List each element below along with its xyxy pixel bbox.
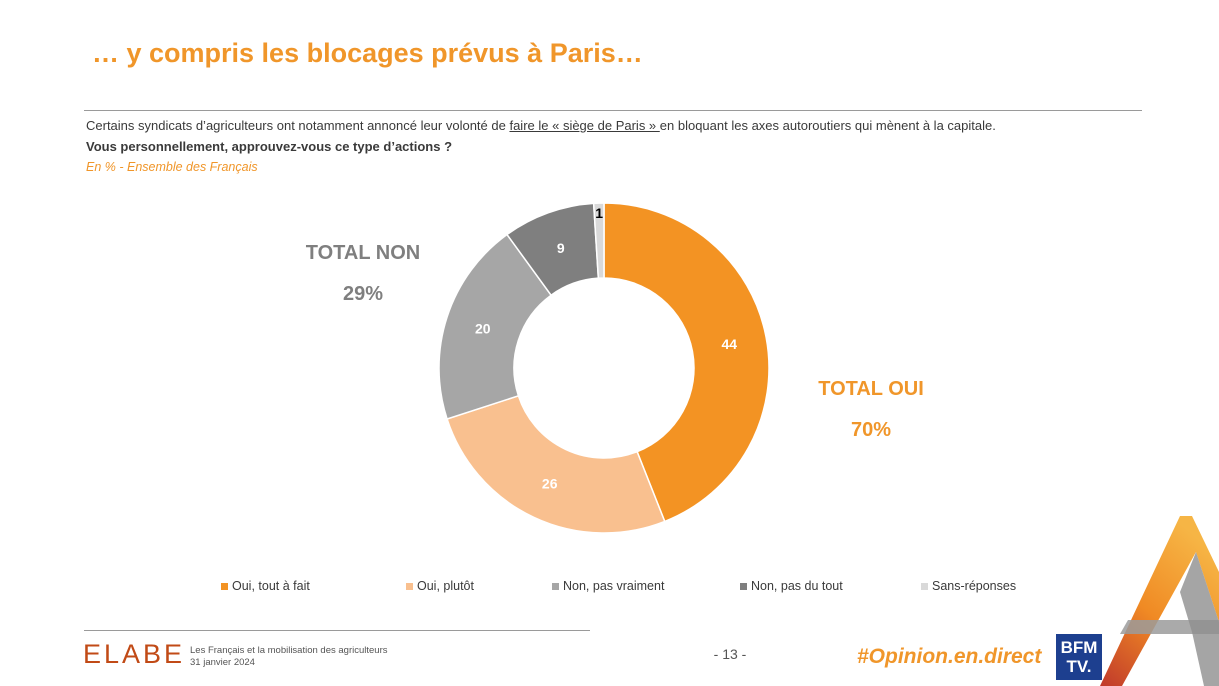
donut-label-1: 26 <box>542 475 558 491</box>
intro-after: en bloquant les axes autoroutiers qui mè… <box>659 118 996 133</box>
legend-label-0: Oui, tout à fait <box>232 579 310 593</box>
bfmtv-logo-line2: TV. <box>1066 657 1092 676</box>
total-oui-value: 70% <box>850 419 892 441</box>
donut-slice-2 <box>438 233 553 420</box>
legend-item-3: Non, pas du tout <box>740 579 843 593</box>
survey-question: Vous personnellement, approuvez-vous ce … <box>86 139 453 154</box>
sample-base: En % - Ensemble des Français <box>86 160 258 174</box>
top-divider <box>84 110 1142 111</box>
legend-label-3: Non, pas du tout <box>751 579 843 593</box>
legend-item-1: Oui, plutôt <box>406 579 474 593</box>
donut-label-0: 44 <box>721 336 737 352</box>
donut-slice-4 <box>592 202 605 279</box>
footer-divider <box>84 630 590 631</box>
legend-label-4: Sans-réponses <box>932 579 1017 593</box>
total-oui: TOTAL OUI 70% <box>796 378 946 442</box>
total-oui-label: TOTAL OUI <box>818 378 924 400</box>
legend-swatch-2 <box>552 582 559 590</box>
footer-study-title: Les Français et la mobilisation des agri… <box>190 645 388 656</box>
donut-slice-0 <box>603 202 770 523</box>
legend-swatch-3 <box>740 582 747 590</box>
legend-swatch-4 <box>921 582 928 590</box>
opinion-hashtag: #Opinion.en.direct <box>857 645 1042 668</box>
bfmtv-logo-line1: BFM <box>1060 638 1098 657</box>
intro-before: Certains syndicats d’agriculteurs ont no… <box>86 118 510 133</box>
total-non-value: 29% <box>342 283 384 305</box>
legend-swatch-1 <box>406 582 413 590</box>
intro-text: Certains syndicats d’agriculteurs ont no… <box>86 118 1146 133</box>
legend-item-2: Non, pas vraiment <box>552 579 664 593</box>
legend-label-2: Non, pas vraiment <box>563 579 665 593</box>
legend-item-0: Oui, tout à fait <box>221 579 310 593</box>
corner-decoration-icon <box>1100 516 1219 686</box>
page-title: … y compris les blocages prévus à Paris… <box>92 38 643 68</box>
page-number: - 13 - <box>713 646 747 662</box>
footer-date: 31 janvier 2024 <box>190 657 255 668</box>
donut-label-2: 20 <box>475 321 491 337</box>
elabe-logo: ELABE <box>83 639 186 669</box>
donut-slice-1 <box>446 394 666 534</box>
donut-label-3: 9 <box>557 240 565 256</box>
donut-label-4: 1 <box>595 205 603 221</box>
legend-label-1: Oui, plutôt <box>417 579 474 593</box>
legend-item-4: Sans-réponses <box>921 579 1016 593</box>
footer-study-info: Les Français et la mobilisation des agri… <box>190 645 387 669</box>
bfmtv-logo: BFM TV. <box>1056 634 1102 680</box>
legend-swatch-0 <box>221 582 228 590</box>
intro-underlined: faire le « siège de Paris » <box>509 118 660 133</box>
chart-legend: Oui, tout à fait Oui, plutôt Non, pas vrai… <box>0 579 1219 599</box>
total-non: TOTAL NON 29% <box>290 242 436 306</box>
total-non-label: TOTAL NON <box>305 242 421 264</box>
